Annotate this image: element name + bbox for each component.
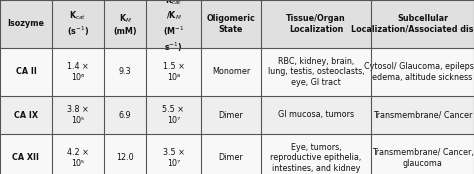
Text: 1.4 ×
10⁶: 1.4 × 10⁶ bbox=[67, 62, 89, 82]
Text: Dimer: Dimer bbox=[219, 110, 243, 120]
Text: 3.8 ×
10⁵: 3.8 × 10⁵ bbox=[67, 105, 89, 125]
Text: K$_{cat}$
/K$_{M}$
(M$^{-1}$
s$^{-1}$): K$_{cat}$ /K$_{M}$ (M$^{-1}$ s$^{-1}$) bbox=[163, 0, 184, 54]
Text: GI mucosa, tumors: GI mucosa, tumors bbox=[278, 110, 354, 120]
Text: 1.5 ×
10⁸: 1.5 × 10⁸ bbox=[163, 62, 184, 82]
Text: CA XII: CA XII bbox=[12, 153, 39, 163]
Text: Dimer: Dimer bbox=[219, 153, 243, 163]
Bar bbox=[0, 96, 474, 134]
Text: 5.5 ×
10⁷: 5.5 × 10⁷ bbox=[163, 105, 184, 125]
Text: Tissue/Organ
Localization: Tissue/Organ Localization bbox=[286, 14, 346, 34]
Bar bbox=[0, 134, 474, 174]
Text: Isozyme: Isozyme bbox=[8, 19, 45, 29]
Text: 6.9: 6.9 bbox=[118, 110, 131, 120]
Text: 9.3: 9.3 bbox=[118, 68, 131, 77]
Text: CA IX: CA IX bbox=[14, 110, 38, 120]
Text: Monomer: Monomer bbox=[212, 68, 250, 77]
Text: RBC, kidney, brain,
lung, testis, osteoclasts,
eye, GI tract: RBC, kidney, brain, lung, testis, osteoc… bbox=[268, 57, 365, 87]
Text: 3.5 ×
10⁷: 3.5 × 10⁷ bbox=[163, 148, 184, 168]
Text: 4.2 ×
10⁵: 4.2 × 10⁵ bbox=[67, 148, 89, 168]
Text: K$_{cat}$
(s$^{-1}$): K$_{cat}$ (s$^{-1}$) bbox=[67, 10, 89, 38]
Text: Transmembrane/ Cancer: Transmembrane/ Cancer bbox=[373, 110, 472, 120]
Text: Oligomeric
State: Oligomeric State bbox=[207, 14, 255, 34]
Text: Cytosol/ Glaucoma, epilepsy,
edema, altitude sickness: Cytosol/ Glaucoma, epilepsy, edema, alti… bbox=[364, 62, 474, 82]
Bar bbox=[0, 0, 474, 48]
Text: Eye, tumors,
reproductive epithelia,
intestines, and kidney: Eye, tumors, reproductive epithelia, int… bbox=[270, 143, 362, 173]
Text: K$_{M}$
(mM): K$_{M}$ (mM) bbox=[113, 12, 137, 36]
Bar bbox=[0, 48, 474, 96]
Text: CA II: CA II bbox=[16, 68, 36, 77]
Text: 12.0: 12.0 bbox=[116, 153, 134, 163]
Text: Transmembrane/ Cancer,
glaucoma: Transmembrane/ Cancer, glaucoma bbox=[372, 148, 474, 168]
Text: Subcellular
Localization/Associated disease: Subcellular Localization/Associated dise… bbox=[351, 14, 474, 34]
